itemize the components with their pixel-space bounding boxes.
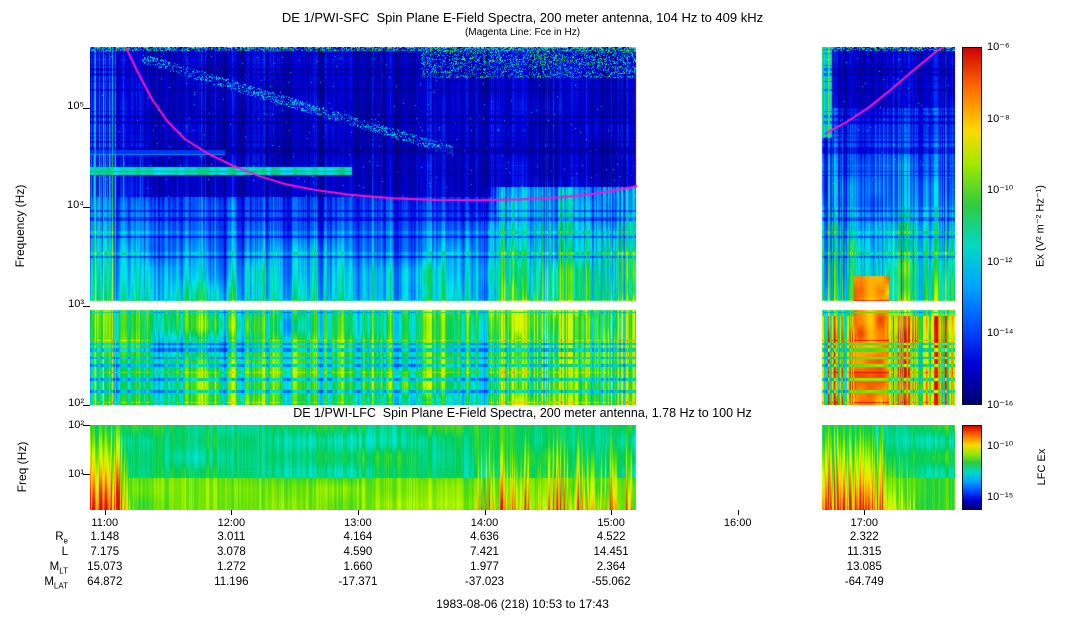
x-axis-tick-label: 16:00 (723, 517, 752, 529)
x-axis-tick-mark (104, 510, 106, 515)
sfc-colorbar-tick-label: 10⁻¹² (987, 255, 1013, 268)
lfc-y-tick-label: 10² (68, 419, 84, 431)
x-axis-tick-label: 13:00 (344, 517, 372, 529)
ephemeris-value: 3.011 (217, 531, 246, 543)
ephemeris-value: -37.023 (465, 576, 505, 588)
date-range-footer: 1983-08-06 (218) 10:53 to 17:43 (436, 597, 609, 611)
sfc-colorbar-tick-label: 10⁻¹⁴ (987, 327, 1014, 340)
sfc-colorbar-tick-label: 10⁻¹⁶ (987, 399, 1014, 411)
ephemeris-value: 4.522 (596, 531, 626, 543)
sfc-spectrogram-canvas (90, 47, 955, 405)
ephemeris-value: 13.085 (846, 561, 882, 573)
ephemeris-row-label-mlat: MLAT (10, 576, 68, 590)
ephemeris-row-label-re: Re (10, 531, 68, 545)
sfc-colorbar-tick-label: 10⁻⁶ (987, 41, 1010, 53)
lfc-spectrogram-canvas (90, 425, 955, 510)
x-axis-tick-label: 14:00 (470, 517, 499, 529)
ephemeris-label-base: L (61, 546, 68, 558)
sfc-colorbar-tick-label: 10⁻⁸ (987, 112, 1010, 125)
ephemeris-value: -17.371 (338, 576, 378, 588)
x-axis-tick-mark (611, 510, 613, 515)
x-axis-tick-label: 17:00 (850, 517, 879, 529)
main-subtitle: (Magenta Line: Fce in Hz) (464, 27, 581, 38)
ephemeris-value: 14.451 (593, 546, 629, 558)
sfc-y-tick-label: 10⁴ (67, 198, 84, 211)
ephemeris-value: 1.148 (90, 531, 120, 543)
sfc-y-tick-mark (83, 305, 90, 307)
ephemeris-label-base: M (49, 561, 60, 573)
ephemeris-value: 15.073 (87, 561, 123, 573)
ephemeris-value: 3.078 (216, 546, 246, 558)
ephemeris-value: -64.749 (844, 576, 884, 588)
ephemeris-label-base: R (55, 531, 64, 543)
sfc-colorbar-tick-label: 10⁻¹⁰ (987, 184, 1014, 197)
main-title: DE 1/PWI-SFC Spin Plane E-Field Spectra,… (281, 10, 764, 25)
x-axis-tick-label: 12:00 (217, 517, 246, 529)
sfc-y-tick-label: 10⁵ (67, 99, 84, 112)
x-axis-tick-mark (864, 510, 866, 515)
x-axis-tick-label: 11:00 (91, 517, 119, 529)
sfc-y-tick-mark (83, 206, 90, 208)
lfc-y-axis-label: Freq (Hz) (15, 441, 29, 493)
x-axis-tick-mark (737, 510, 739, 515)
sfc-colorbar-label: Ex (V² m⁻² Hz⁻¹) (1034, 185, 1047, 267)
ephemeris-row-label-l: L (10, 546, 68, 558)
ephemeris-row-label-mlt: MLT (10, 561, 68, 575)
sfc-y-tick-mark (83, 107, 90, 109)
lfc-y-tick-label: 10¹ (68, 467, 84, 480)
ephemeris-label-subscript: LT (59, 566, 68, 576)
ephemeris-value: 11.196 (214, 576, 249, 588)
lfc-panel-title: DE 1/PWI-LFC Spin Plane E-Field Spectra,… (293, 406, 752, 420)
x-axis-tick-label: 15:00 (597, 517, 625, 529)
lfc-y-tick-mark (83, 425, 90, 426)
lfc-colorbar-label: LFC Ex (1036, 448, 1048, 486)
x-axis-tick-mark (484, 510, 486, 515)
ephemeris-value: 4.636 (470, 531, 499, 543)
ephemeris-value: 4.590 (343, 546, 373, 558)
sfc-colorbar (962, 47, 982, 405)
x-axis-tick-mark (231, 510, 233, 515)
ephemeris-value: 7.421 (470, 546, 499, 558)
ephemeris-value: 1.272 (216, 561, 246, 573)
ephemeris-value: -55.062 (591, 576, 631, 588)
sfc-y-tick-mark (83, 405, 90, 406)
ephemeris-value: 1.660 (343, 561, 373, 573)
ephemeris-value: 7.175 (90, 546, 120, 558)
ephemeris-value: 2.364 (596, 561, 626, 573)
lfc-colorbar-tick-label: 10⁻¹⁵ (987, 491, 1014, 504)
lfc-colorbar (962, 425, 982, 510)
x-axis-tick-mark (357, 510, 359, 515)
ephemeris-label-subscript: e (63, 536, 68, 546)
ephemeris-value: 64.872 (87, 576, 123, 588)
ephemeris-value: 4.164 (343, 531, 373, 543)
ephemeris-label-base: M (44, 576, 54, 588)
ephemeris-label-subscript: LAT (53, 581, 68, 591)
lfc-y-tick-mark (83, 473, 90, 475)
ephemeris-value: 11.315 (847, 546, 882, 558)
lfc-colorbar-tick-label: 10⁻¹⁰ (987, 440, 1014, 453)
ephemeris-value: 2.322 (849, 531, 879, 543)
sfc-y-tick-label: 10² (68, 397, 84, 409)
ephemeris-value: 1.977 (470, 561, 499, 573)
sfc-y-tick-label: 10³ (68, 297, 84, 310)
sfc-y-axis-label: Frequency (Hz) (13, 184, 27, 268)
